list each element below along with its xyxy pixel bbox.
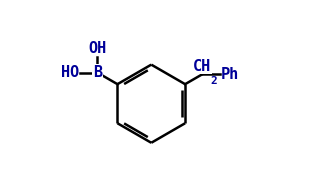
Text: OH: OH [88, 41, 107, 56]
Text: CH: CH [193, 59, 211, 74]
Text: 2: 2 [210, 76, 217, 86]
Text: Ph: Ph [221, 67, 239, 82]
Text: HO: HO [61, 65, 79, 80]
Text: B: B [93, 65, 102, 80]
